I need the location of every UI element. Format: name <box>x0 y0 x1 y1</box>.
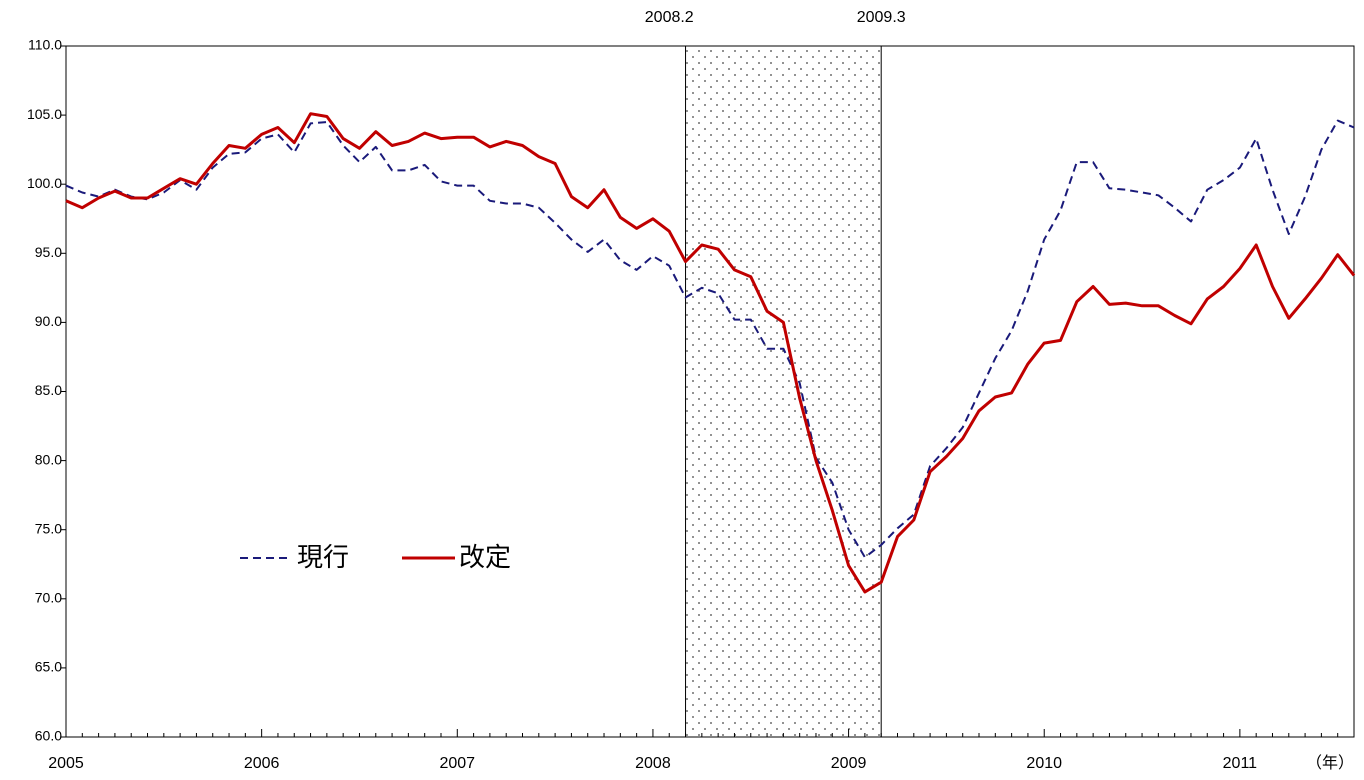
series-line <box>65 112 1356 594</box>
y-tick-label: 90.0 <box>35 313 62 329</box>
period-label: 2008.2 <box>645 9 694 26</box>
series-line <box>65 119 1355 559</box>
y-tick-label: 95.0 <box>35 244 62 260</box>
legend-label: 現行 <box>297 542 349 572</box>
x-tick-label: 2006 <box>244 755 280 772</box>
x-tick-label: 2005 <box>48 755 84 772</box>
y-tick-label: 75.0 <box>35 520 62 536</box>
y-tick-label: 85.0 <box>35 382 62 398</box>
y-tick-label: 105.0 <box>27 106 62 122</box>
period-label: 2009.3 <box>857 9 906 26</box>
x-tick-label: 2008 <box>635 755 671 772</box>
y-tick-label: 70.0 <box>35 590 62 606</box>
x-tick-label: 2011 <box>1223 755 1258 772</box>
x-tick-label: 2010 <box>1026 755 1062 772</box>
y-tick-label: 110.0 <box>28 37 62 53</box>
x-tick-label: 2007 <box>439 755 475 772</box>
y-tick-label: 65.0 <box>35 659 62 675</box>
x-unit: （年） <box>1306 754 1354 772</box>
shaded-period <box>685 45 882 738</box>
x-tick-label: 2009 <box>831 755 867 772</box>
y-tick-label: 100.0 <box>27 175 62 191</box>
y-tick-label: 60.0 <box>35 728 62 744</box>
legend-label: 改定 <box>459 542 511 572</box>
y-tick-label: 80.0 <box>35 451 62 467</box>
